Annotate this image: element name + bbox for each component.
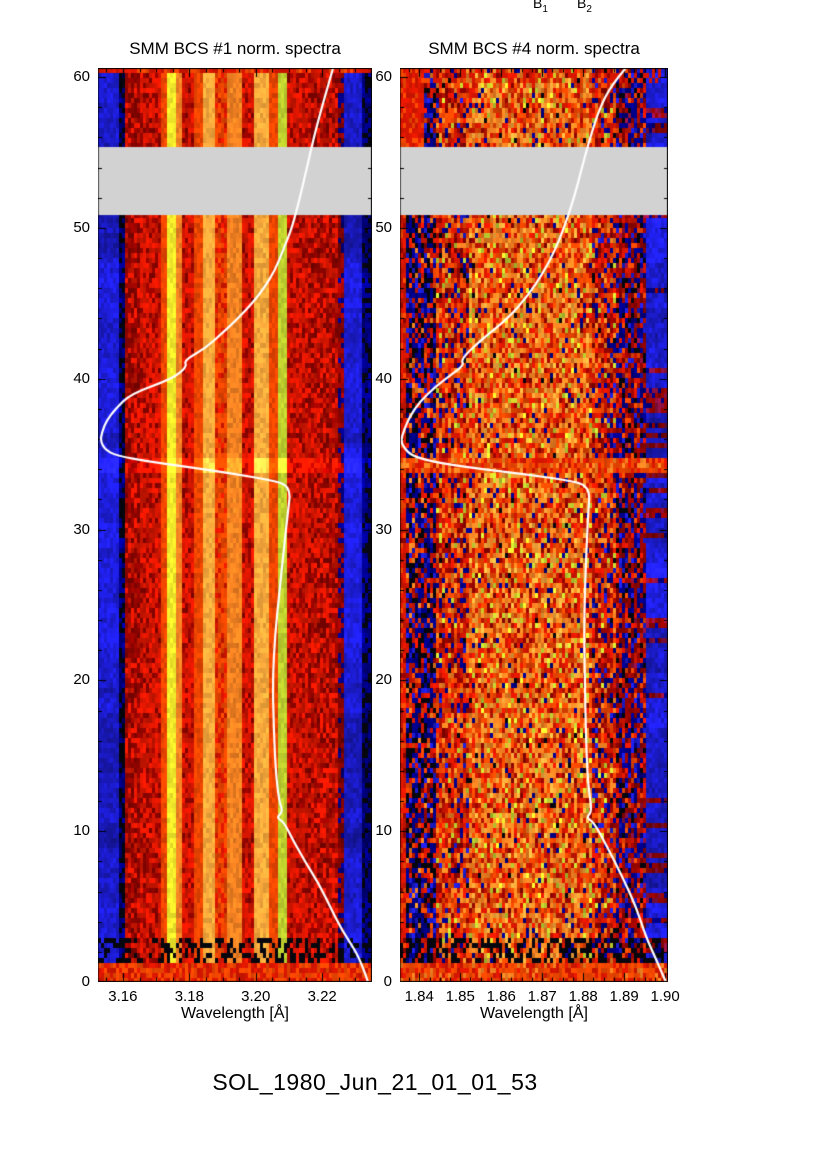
x-tick-label: 1.85: [445, 988, 475, 1005]
panel-bcs4-title: SMM BCS #4 norm. spectra: [428, 39, 640, 58]
x-tick-label: 1.87: [527, 988, 557, 1005]
x-tick-label: 3.20: [241, 988, 271, 1005]
y-tick-label: 20: [375, 671, 392, 689]
x-tick-label: 3.16: [108, 988, 138, 1005]
panel-bcs1-xaxis-label: Wavelength [Å]: [181, 1005, 289, 1022]
x-tick-label: 1.89: [609, 988, 639, 1005]
x-tick-label: 1.90: [650, 988, 680, 1005]
y-tick-label: 50: [375, 218, 392, 236]
y-tick-label: 30: [73, 520, 90, 538]
y-tick-label: 60: [73, 68, 90, 86]
x-tick-label: 3.22: [307, 988, 337, 1005]
detector-label-b2-base: B: [577, 0, 587, 11]
y-tick-label: 0: [383, 973, 392, 990]
detector-label-b2-sub: 2: [586, 3, 592, 15]
y-tick-label: 20: [73, 671, 90, 689]
y-tick-label: 40: [375, 369, 392, 387]
y-tick-label: 10: [375, 822, 392, 840]
y-tick-label: 40: [73, 369, 90, 387]
figure-caption: SOL_1980_Jun_21_01_01_53: [212, 1069, 538, 1095]
detector-label-b1-sub: 1: [542, 3, 548, 15]
panel-bcs4-xaxis-label: Wavelength [Å]: [480, 1005, 588, 1022]
y-tick-label: 60: [375, 68, 392, 86]
detector-label-b2: B2: [577, 0, 592, 15]
x-tick-label: 1.88: [568, 988, 598, 1005]
y-tick-label: 30: [375, 520, 392, 538]
x-tick-label: 1.86: [486, 988, 516, 1005]
y-tick-label: 0: [81, 973, 90, 990]
y-tick-label: 50: [73, 218, 90, 236]
x-tick-label: 1.84: [404, 988, 434, 1005]
y-tick-label: 10: [73, 822, 90, 840]
spectrogram-bcs1-heatmap: [98, 68, 372, 982]
detector-label-b1-base: B: [533, 0, 543, 11]
spectrogram-bcs4-heatmap: [400, 68, 668, 982]
panel-bcs1-title: SMM BCS #1 norm. spectra: [129, 39, 341, 58]
x-tick-label: 3.18: [174, 988, 204, 1005]
detector-label-b1: B1: [533, 0, 548, 15]
